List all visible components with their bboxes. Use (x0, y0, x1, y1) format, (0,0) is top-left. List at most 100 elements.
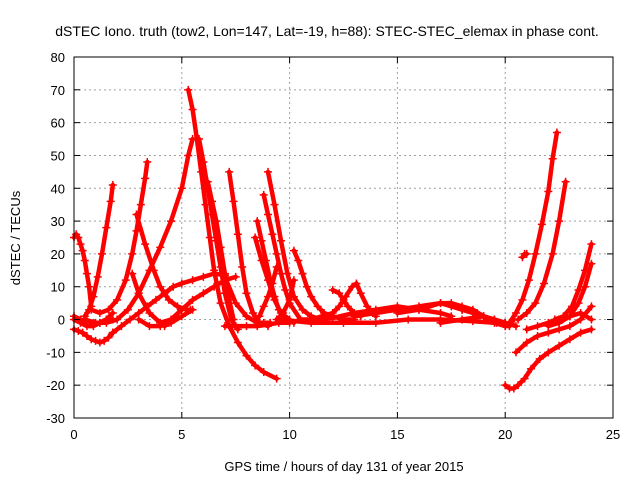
data-point (289, 246, 298, 255)
data-point (520, 374, 529, 383)
data-point (80, 315, 89, 324)
x-axis-label: GPS time / hours of day 131 of year 2015 (224, 459, 463, 474)
data-point (253, 217, 262, 226)
data-point (544, 187, 553, 196)
data-point (537, 220, 546, 229)
data-point (339, 295, 348, 304)
data-point (272, 374, 281, 383)
data-point (199, 158, 208, 167)
data-point (173, 302, 182, 311)
data-point (533, 331, 542, 340)
data-point (233, 338, 242, 347)
data-point (283, 269, 292, 278)
data-point (177, 184, 186, 193)
data-point (104, 305, 113, 314)
data-point (350, 312, 359, 321)
data-point (587, 302, 596, 311)
data-point (555, 341, 564, 350)
data-point (95, 338, 104, 347)
data-point (509, 384, 518, 393)
data-point (149, 266, 158, 275)
data-point (343, 302, 352, 311)
data-point (524, 276, 533, 285)
data-point (548, 154, 557, 163)
data-point (335, 289, 344, 298)
data-point (205, 233, 214, 242)
data-point (518, 295, 527, 304)
data-point (78, 328, 87, 337)
data-point (259, 368, 268, 377)
data-point (134, 289, 143, 298)
data-point (587, 325, 596, 334)
y-tick-label: 50 (51, 148, 65, 163)
gridlines (74, 57, 613, 418)
data-point (188, 295, 197, 304)
data-point (143, 158, 152, 167)
data-point (108, 328, 117, 337)
data-point (156, 318, 165, 327)
data-point (352, 279, 361, 288)
data-point (307, 292, 316, 301)
data-point (85, 282, 94, 291)
data-point (492, 318, 501, 327)
data-point (580, 266, 589, 275)
data-point (76, 240, 85, 249)
y-tick-label: 20 (51, 247, 65, 262)
data-point (576, 328, 585, 337)
data-point (514, 381, 523, 390)
data-point (268, 279, 277, 288)
y-tick-label: 0 (58, 313, 65, 328)
data-point (82, 269, 91, 278)
data-point (145, 322, 154, 331)
x-axis: 0 5 10 15 20 25 (70, 57, 620, 442)
data-point (313, 302, 322, 311)
series-line (71, 231, 94, 309)
data-point (242, 322, 251, 331)
data-point (199, 289, 208, 298)
data-point (93, 272, 102, 281)
data-point (501, 381, 510, 390)
x-tick-label: 5 (178, 427, 185, 442)
data-point (483, 315, 492, 324)
data-point (535, 354, 544, 363)
data-point (80, 256, 89, 265)
data-point (100, 336, 109, 345)
y-tick-label: 10 (51, 280, 65, 295)
series-line (274, 277, 297, 322)
data-point (113, 295, 122, 304)
x-tick-label: 0 (70, 427, 77, 442)
series-line (136, 307, 195, 329)
data-point (251, 361, 260, 370)
data-point (289, 276, 298, 285)
data-point (447, 299, 456, 308)
data-point (587, 240, 596, 249)
data-point (458, 315, 467, 324)
data-point (414, 305, 423, 314)
data-point (98, 249, 107, 258)
data-point (231, 299, 240, 308)
data-point (328, 286, 337, 295)
data-point (225, 167, 234, 176)
x-tick-label: 10 (282, 427, 296, 442)
x-tick-label: 15 (390, 427, 404, 442)
data-point (207, 197, 216, 206)
data-point (274, 315, 283, 324)
data-point (136, 200, 145, 209)
data-point (186, 305, 195, 314)
data-point (550, 315, 559, 324)
data-point (552, 128, 561, 137)
data-point (298, 305, 307, 314)
data-point (78, 246, 87, 255)
data-point (514, 315, 523, 324)
data-point (91, 336, 100, 345)
data-point (177, 305, 186, 314)
data-point (102, 223, 111, 232)
x-tick-label: 20 (498, 427, 512, 442)
data-point (128, 249, 137, 258)
series-line (88, 159, 150, 316)
data-point (117, 322, 126, 331)
data-point (580, 282, 589, 291)
data-point (145, 308, 154, 317)
data-point (473, 308, 482, 317)
